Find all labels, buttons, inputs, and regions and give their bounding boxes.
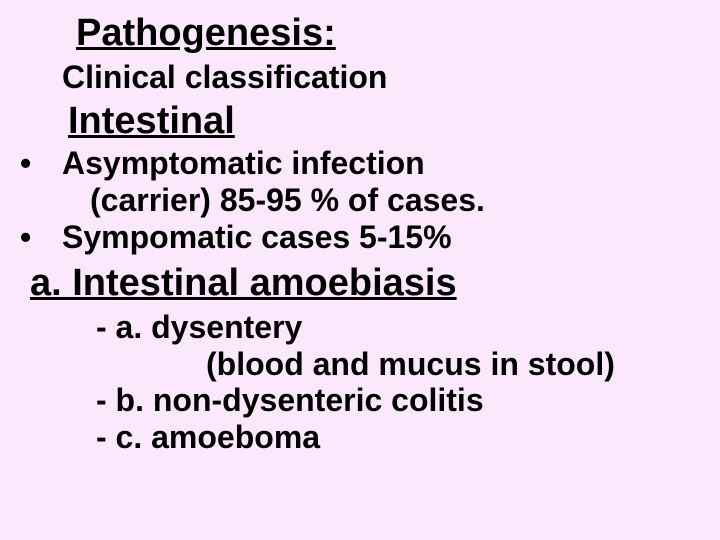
- section-heading-intestinal: Intestinal: [68, 100, 720, 143]
- sublist-container: - a. dysentery (blood and mucus in stool…: [96, 309, 720, 456]
- sublist-item-c: - c. amoeboma: [96, 419, 720, 456]
- bullet-text: Asymptomatic infection: [62, 145, 425, 182]
- bullet-item-2: • Sympomatic cases 5-15%: [20, 219, 720, 256]
- bullet-marker: •: [20, 219, 62, 256]
- bullet-text-continuation: (carrier) 85-95 % of cases.: [90, 182, 720, 219]
- subsection-heading: a. Intestinal amoebiasis: [30, 262, 720, 305]
- sublist-item-a-detail: (blood and mucus in stool): [206, 346, 720, 383]
- bullet-marker: •: [20, 145, 62, 182]
- slide-subtitle: Clinical classification: [62, 59, 720, 96]
- bullet-text: Sympomatic cases 5-15%: [62, 219, 452, 256]
- bullet-item-1: • Asymptomatic infection: [20, 145, 720, 182]
- sublist-item-a: - a. dysentery: [96, 309, 720, 346]
- sublist-item-b: - b. non-dysenteric colitis: [96, 382, 720, 419]
- slide-title: Pathogenesis:: [76, 12, 720, 55]
